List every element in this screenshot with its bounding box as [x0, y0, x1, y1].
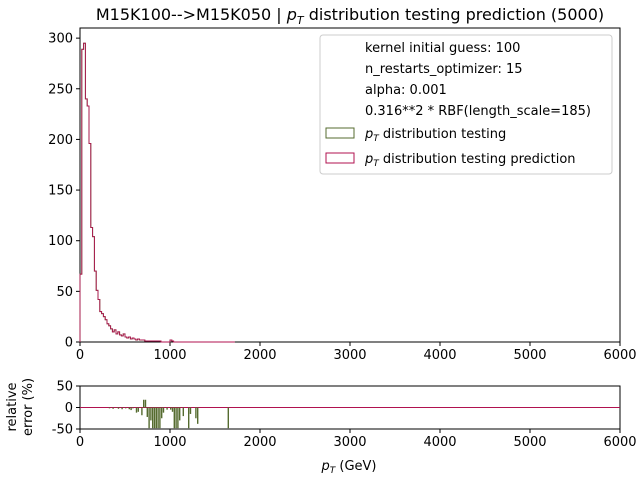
main-ytick-label: 0: [65, 336, 73, 351]
legend-label-testing: pT distribution testing: [364, 127, 506, 144]
ratio-bar: [148, 407, 150, 429]
ratio-bar: [141, 407, 143, 416]
legend-kernel-guess: kernel initial guess: 100: [365, 41, 520, 56]
legend-label-prediction: pT distribution testing prediction: [364, 152, 576, 169]
ratio-xtick-label: 5000: [513, 435, 546, 450]
main-plot: 0 1000 2000 3000 4000 5000 6000 0 50 100 150 200 250…: [48, 27, 637, 363]
ratio-bar: [132, 407, 134, 409]
ratio-xtick-label: 0: [76, 435, 84, 450]
main-ytick-label: 50: [56, 285, 73, 300]
legend-alpha: alpha: 0.001: [365, 83, 447, 98]
main-xtick-label: 6000: [603, 348, 636, 363]
ratio-bar: [153, 407, 156, 429]
main-xtick-label: 2000: [243, 348, 276, 363]
ratio-ytick-label: 50: [56, 380, 73, 395]
ratio-bar: [162, 407, 165, 413]
ratio-bar: [179, 407, 181, 421]
ratio-bar: [175, 407, 177, 429]
ratio-bar: [177, 407, 179, 429]
main-xtick-label: 5000: [513, 348, 546, 363]
main-ytick-label: 250: [48, 82, 73, 97]
ratio-bar: [121, 407, 123, 410]
main-axis-ticks: 0 1000 2000 3000 4000 5000 6000 0 50 100 150 200 250…: [48, 32, 636, 363]
ratio-ylabel-line1: relative: [5, 382, 20, 431]
ratio-bar: [144, 399, 147, 408]
ratio-bar: [197, 407, 199, 424]
ratio-bars: [80, 399, 620, 429]
ratio-bar: [166, 407, 168, 410]
ratio-bar: [143, 399, 145, 408]
chart-title: M15K100-->M15K050 | pT distribution test…: [96, 5, 604, 27]
legend-swatch-testing: [325, 127, 355, 139]
legend-restarts: n_restarts_optimizer: 15: [365, 62, 523, 77]
ratio-bar: [135, 407, 138, 413]
ratio-ytick-label: -50: [52, 423, 73, 438]
legend-swatch-prediction: [325, 152, 355, 164]
main-ytick-label: 300: [48, 32, 73, 47]
ratio-bar: [146, 407, 148, 417]
main-xtick-label: 0: [76, 348, 84, 363]
ratio-bar: [171, 407, 174, 412]
ratio-bar: [182, 407, 184, 417]
ratio-bar: [188, 407, 190, 429]
ratio-ytick-label: 0: [65, 401, 73, 416]
ratio-ylabel-line2: error (%): [21, 378, 36, 436]
ratio-xtick-label: 2000: [243, 435, 276, 450]
ratio-bar: [157, 407, 159, 429]
legend-kernel: 0.316**2 * RBF(length_scale=185): [365, 104, 591, 119]
main-xtick-label: 1000: [153, 348, 186, 363]
legend-box: [319, 34, 613, 175]
ratio-xtick-label: 4000: [423, 435, 456, 450]
main-xtick-label: 4000: [423, 348, 456, 363]
ratio-bar: [189, 407, 192, 414]
ratio-bar: [195, 407, 197, 419]
legend: kernel initial guess: 100 n_restarts_opt…: [319, 34, 613, 175]
main-ytick-label: 100: [48, 234, 73, 249]
ratio-bar: [117, 407, 120, 409]
series-testing-step: [79, 42, 235, 343]
ratio-bar: [150, 407, 152, 421]
x-axis-label: pT (GeV): [320, 459, 376, 476]
ratio-bar: [137, 407, 139, 412]
ratio-bar: [159, 407, 161, 429]
main-ytick-label: 200: [48, 133, 73, 148]
ratio-xtick-label: 1000: [153, 435, 186, 450]
ratio-bar: [125, 407, 127, 409]
ratio-bar: [130, 407, 132, 411]
main-xtick-label: 3000: [333, 348, 366, 363]
ratio-bar: [173, 407, 175, 429]
ratio-bar: [170, 407, 172, 410]
main-series: [79, 42, 235, 343]
ratio-bar: [155, 407, 157, 429]
series-prediction-step: [79, 42, 235, 343]
main-ytick-label: 150: [48, 184, 73, 199]
ratio-bar: [128, 407, 130, 410]
ratio-bar: [152, 407, 154, 429]
ratio-bar: [161, 407, 163, 419]
ratio-xtick-label: 3000: [333, 435, 366, 450]
ratio-xtick-label: 6000: [603, 435, 636, 450]
ratio-bar: [227, 407, 229, 429]
ratio-bar: [112, 407, 114, 409]
ratio-bar: [108, 407, 111, 409]
